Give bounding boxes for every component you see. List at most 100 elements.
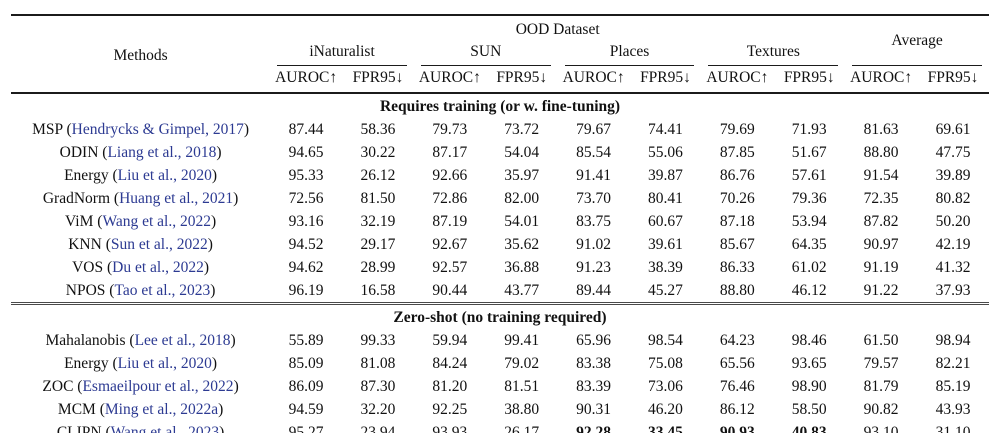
metric-value: 42.19 [935,235,971,253]
metric-value: 72.56 [288,189,324,207]
method-cell: Mahalanobis (Lee et al., 2018) [45,331,236,349]
method-cell: VOS (Du et al., 2022) [72,258,210,276]
metric-value: 43.93 [935,400,971,418]
metric-value: 30.22 [360,143,396,161]
metric-value: 26.17 [504,423,540,433]
metric-value: 46.12 [791,281,827,299]
table-row: VOS (Du et al., 2022) 94.62 28.99 92.57 36.8… [11,256,989,279]
metric-value: 83.38 [576,354,612,372]
metric-value: 64.35 [791,235,827,253]
method-label: ViM [65,212,94,230]
metric-value: 26.12 [360,166,396,184]
metric-value: 55.89 [288,331,324,349]
metric-value: 80.82 [935,189,971,207]
metric-value: 40.83 [791,423,827,433]
dataset-header-places: Places [558,41,702,67]
metric-value: 79.36 [791,189,827,207]
method-cell: KNN (Sun et al., 2022) [68,235,213,253]
metric-value: 93.65 [791,354,827,372]
metric-value: 28.99 [360,258,396,276]
citation-link[interactable]: Huang et al., 2021 [119,189,234,207]
metric-value: 87.30 [360,377,396,395]
citation-link[interactable]: Liu et al., 2020 [117,354,212,372]
metric-value: 94.62 [288,258,324,276]
metric-value: 87.85 [719,143,755,161]
metric-value: 54.04 [504,143,540,161]
metric-value: 90.97 [863,235,899,253]
method-label: Energy [64,354,109,372]
citation-link[interactable]: Du et al., 2022 [112,258,204,276]
metric-value: 92.25 [432,400,468,418]
method-label: MSP [32,120,63,138]
method-label: VOS [72,258,104,276]
metric-value: 35.97 [504,166,540,184]
auroc-column-header: AUROC↑ [270,66,343,95]
metric-value: 39.61 [648,235,683,253]
citation-link[interactable]: Wang et al., 2022 [102,212,211,230]
metric-value: 16.58 [360,281,396,299]
metric-value: 38.80 [504,400,540,418]
citation-link[interactable]: Esmaeilpour et al., 2022 [82,377,234,395]
auroc-column-header: AUROC↑ [701,66,774,95]
metric-value: 65.96 [576,331,612,349]
metric-value: 69.61 [935,120,971,138]
method-label: MCM [57,400,96,418]
metric-value: 79.69 [719,120,755,138]
metric-value: 58.50 [791,400,827,418]
table-row: Energy (Liu et al., 2020) 95.33 26.12 92.66… [11,164,989,187]
metric-value: 55.06 [648,143,683,161]
metric-value: 86.09 [288,377,324,395]
citation-link[interactable]: Ming et al., 2022a [104,400,219,418]
metric-value: 88.80 [863,143,899,161]
metric-value: 90.31 [576,400,612,418]
metric-value: 87.19 [432,212,468,230]
metric-value: 61.50 [863,331,899,349]
metric-value: 81.51 [504,377,540,395]
metric-value: 86.76 [719,166,755,184]
metric-value: 70.26 [719,189,755,207]
citation-link[interactable]: Hendrycks & Gimpel, 2017 [71,120,244,138]
metric-value: 91.54 [863,166,899,184]
table-row: Energy (Liu et al., 2020) 85.09 81.08 84.24… [11,352,989,375]
method-cell: Energy (Liu et al., 2020) [64,354,218,372]
metric-value: 75.08 [648,354,683,372]
metric-value: 85.67 [719,235,755,253]
citation-link[interactable]: Wang et al., 2023 [110,423,220,433]
citation-link[interactable]: Sun et al., 2022 [110,235,208,253]
metric-value: 88.80 [719,281,755,299]
metric-value: 33.45 [648,423,683,433]
metric-value: 65.56 [719,354,755,372]
metric-value: 71.93 [791,120,827,138]
metric-value: 64.23 [719,331,755,349]
table-row: ViM (Wang et al., 2022) 93.16 32.19 87.19 54… [11,210,989,233]
metric-value: 85.54 [576,143,612,161]
metric-value: 73.06 [648,377,683,395]
citation-link[interactable]: Liu et al., 2020 [117,166,212,184]
metric-value: 39.87 [648,166,683,184]
metric-value: 90.82 [863,400,899,418]
metric-value: 92.66 [432,166,468,184]
metric-value: 35.62 [504,235,540,253]
metric-value: 87.17 [432,143,468,161]
metric-value: 87.82 [863,212,899,230]
metric-value: 23.94 [360,423,396,433]
table-row: Mahalanobis (Lee et al., 2018) 55.89 99.33… [11,329,989,352]
method-cell: NPOS (Tao et al., 2023) [65,281,216,299]
auroc-column-header: AUROC↑ [557,66,630,95]
metric-value: 81.79 [863,377,899,395]
metric-value: 91.41 [576,166,612,184]
citation-link[interactable]: Lee et al., 2018 [134,331,231,349]
metric-value: 95.33 [288,166,324,184]
metric-value: 32.19 [360,212,396,230]
metric-value: 81.50 [360,189,396,207]
metric-value: 86.33 [719,258,755,276]
citation-link[interactable]: Liang et al., 2018 [107,143,217,161]
metric-value: 72.35 [863,189,899,207]
metric-value: 79.57 [863,354,899,372]
metric-value: 98.54 [648,331,683,349]
metric-value: 86.12 [719,400,755,418]
citation-link[interactable]: Tao et al., 2023 [114,281,211,299]
metric-value: 39.89 [935,166,971,184]
dataset-header-textures: Textures [701,41,845,67]
metric-value: 73.72 [504,120,540,138]
